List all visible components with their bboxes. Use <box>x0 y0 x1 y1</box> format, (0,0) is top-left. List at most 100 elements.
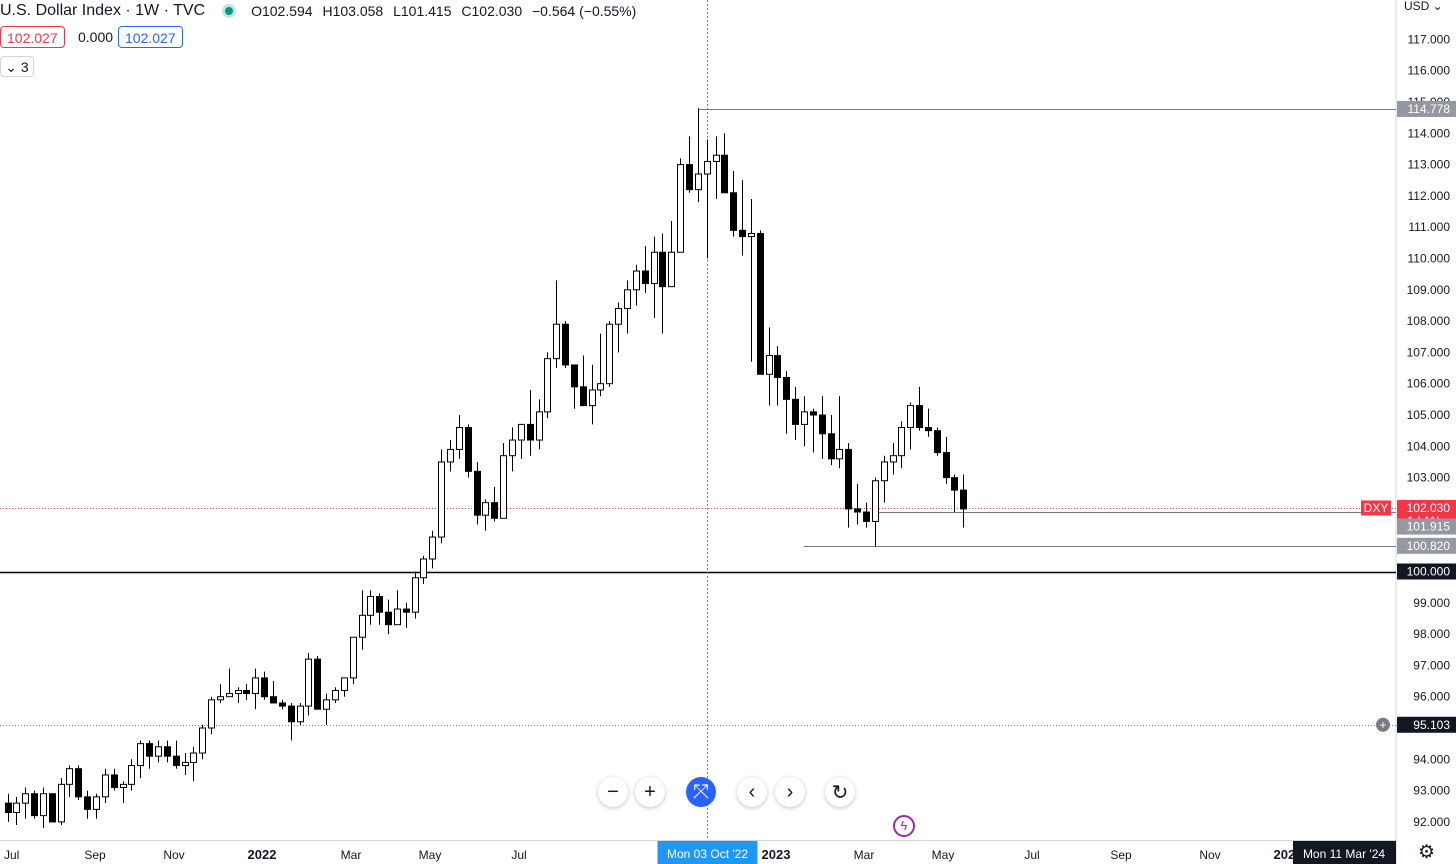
y-tick-label: 94.000 <box>1413 752 1450 766</box>
candle-body <box>721 154 728 194</box>
candle-body <box>137 743 144 767</box>
candle-body <box>774 355 781 378</box>
candle-body <box>500 455 507 519</box>
candle-body <box>491 502 498 519</box>
candle-body <box>951 477 958 491</box>
x-tick-label: Jul <box>1024 848 1039 862</box>
price-label-bg <box>1397 716 1456 733</box>
open-value: O102.594 <box>251 3 313 19</box>
candle-body <box>173 755 180 767</box>
candle-body <box>527 423 534 441</box>
x-tick-label: 2022 <box>248 847 277 862</box>
candle-body <box>84 796 91 810</box>
high-value: H103.058 <box>322 3 384 19</box>
candle-body <box>111 774 118 788</box>
sell-price-box[interactable]: 102.027 <box>0 26 65 48</box>
symbol-title[interactable]: U.S. Dollar Index · 1W · TVC <box>0 2 206 19</box>
candle-body <box>686 164 693 191</box>
gear-icon[interactable]: ⚙ <box>1418 842 1436 863</box>
candle-body <box>863 511 870 522</box>
candle-body <box>739 229 746 238</box>
x-tick-label: Sep <box>1110 848 1132 862</box>
x-tick-label: Mar <box>854 848 875 862</box>
y-tick-label: 109.000 <box>1407 283 1451 297</box>
candle-body <box>359 614 366 638</box>
reset-chart-button[interactable]: ↻ <box>825 777 855 807</box>
zoom-in-button[interactable]: + <box>635 777 665 807</box>
candle-body <box>836 448 843 460</box>
candle-body <box>766 355 773 375</box>
candle-body <box>49 793 56 823</box>
y-tick-label: 111.000 <box>1408 220 1450 234</box>
candle-body <box>376 596 383 613</box>
candle-body <box>624 289 631 310</box>
indicators-collapse-button[interactable]: ⌄ 3 <box>0 56 34 77</box>
price-label: 101.915 <box>1407 520 1451 534</box>
crosshair-date-label: Mon 03 Oct '22 <box>667 847 748 861</box>
candle-body <box>536 411 543 441</box>
lightning-icon[interactable]: ϟ <box>893 815 915 837</box>
candle-body <box>562 323 569 366</box>
candle-body <box>890 455 897 463</box>
candle-body <box>420 558 427 579</box>
candle-body <box>155 746 162 757</box>
candle-body <box>323 699 330 710</box>
x-tick-label: May <box>419 848 442 862</box>
currency-selector[interactable]: USD ⌄ <box>1404 0 1443 13</box>
price-label-bg <box>1397 537 1456 554</box>
candle-body <box>580 386 587 407</box>
reset-scale-button[interactable]: ⤧ <box>686 777 716 807</box>
crosshair-date-bg <box>657 841 758 864</box>
candle-body <box>367 596 374 616</box>
price-label-bg <box>1397 563 1456 580</box>
last-price-label: 102.030 <box>1407 501 1451 515</box>
chart-legend: U.S. Dollar Index · 1W · TVC O102.594 H1… <box>0 0 642 22</box>
candle-body <box>190 752 197 763</box>
price-label: 100.000 <box>1407 565 1451 579</box>
candle-body <box>642 270 649 285</box>
candle-body <box>668 251 675 288</box>
price-label: 95.103 <box>1413 718 1450 732</box>
candle-body <box>58 783 65 823</box>
candle-body <box>350 636 357 679</box>
y-tick-label: 96.000 <box>1413 690 1450 704</box>
candle-body <box>633 270 640 291</box>
ohlc-values: O102.594 H103.058 L101.415 C102.030 −0.5… <box>251 3 642 19</box>
time-label-bg <box>1293 841 1396 864</box>
y-tick-label: 116.000 <box>1408 64 1451 78</box>
chevron-left-icon: ‹ <box>748 780 756 803</box>
y-tick-label: 106.000 <box>1407 377 1451 391</box>
candle-body <box>925 427 932 432</box>
candle-body <box>615 308 622 325</box>
scroll-left-button[interactable]: ‹ <box>737 777 767 807</box>
buy-price-box[interactable]: 102.027 <box>118 26 183 48</box>
price-label: 114.778 <box>1408 102 1451 116</box>
candle-body <box>164 746 171 757</box>
candle-body <box>208 699 215 729</box>
candle-body <box>783 376 790 400</box>
candle-body <box>102 774 109 798</box>
candle-body <box>13 802 20 814</box>
candle-body <box>456 427 463 450</box>
candle-body <box>305 658 312 707</box>
x-tick-label: May <box>932 848 955 862</box>
x-tick-label: Mar <box>341 848 362 862</box>
candle-body <box>659 251 666 288</box>
candle-body <box>261 677 268 698</box>
y-tick-label: 117.000 <box>1408 32 1451 46</box>
candle-body <box>810 411 817 416</box>
y-tick-label: 103.000 <box>1407 471 1451 485</box>
plus-icon: + <box>1379 718 1386 732</box>
x-tick-label: Jul <box>4 848 19 862</box>
spread-value: 0.000 <box>78 29 114 45</box>
candle-body <box>713 154 720 162</box>
y-tick-label: 105.000 <box>1407 408 1451 422</box>
currency-label: USD <box>1404 0 1430 13</box>
candle-body <box>544 358 551 413</box>
x-tick-label: Nov <box>163 848 184 862</box>
scroll-right-button[interactable]: › <box>775 777 805 807</box>
zoom-out-button[interactable]: − <box>598 777 628 807</box>
candle-body <box>128 765 135 785</box>
candle-body <box>872 480 879 522</box>
